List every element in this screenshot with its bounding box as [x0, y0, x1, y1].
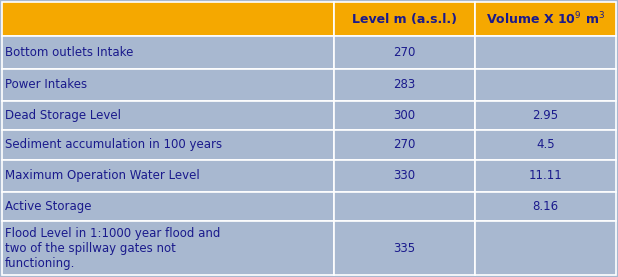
Bar [475, 221, 616, 275]
Text: Maximum Operation Water Level: Maximum Operation Water Level [5, 169, 200, 182]
Bar [334, 221, 475, 275]
Bar [475, 130, 616, 160]
Text: Volume X 10$^9$ m$^3$: Volume X 10$^9$ m$^3$ [486, 11, 605, 27]
Text: Level m (a.s.l.): Level m (a.s.l.) [352, 13, 457, 26]
Bar [334, 68, 475, 101]
Bar [475, 68, 616, 101]
Text: 8.16: 8.16 [532, 200, 559, 213]
Text: Bottom outlets Intake: Bottom outlets Intake [5, 46, 133, 59]
Bar [2, 192, 334, 221]
Bar [334, 101, 475, 130]
Text: Active Storage: Active Storage [5, 200, 91, 213]
Text: 2.95: 2.95 [532, 109, 559, 122]
Text: 11.11: 11.11 [528, 169, 562, 182]
Bar [2, 2, 334, 36]
Bar [2, 221, 334, 275]
Bar [475, 160, 616, 192]
Bar [2, 36, 334, 68]
Bar [334, 130, 475, 160]
Text: 335: 335 [393, 242, 415, 255]
Text: 270: 270 [393, 138, 415, 151]
Bar [334, 160, 475, 192]
Text: Power Intakes: Power Intakes [5, 78, 87, 91]
Bar [475, 192, 616, 221]
Text: 300: 300 [393, 109, 415, 122]
Text: Sediment accumulation in 100 years: Sediment accumulation in 100 years [5, 138, 222, 151]
Text: Dead Storage Level: Dead Storage Level [5, 109, 121, 122]
Bar [2, 68, 334, 101]
Bar [334, 2, 475, 36]
Bar [334, 36, 475, 68]
Bar [2, 101, 334, 130]
Bar [475, 101, 616, 130]
Bar [334, 192, 475, 221]
Bar [475, 2, 616, 36]
Text: 270: 270 [393, 46, 415, 59]
Text: Flood Level in 1:1000 year flood and
two of the spillway gates not
functioning.: Flood Level in 1:1000 year flood and two… [5, 227, 221, 270]
Text: 330: 330 [393, 169, 415, 182]
Text: 4.5: 4.5 [536, 138, 555, 151]
Bar [2, 160, 334, 192]
Bar [2, 130, 334, 160]
Bar [475, 36, 616, 68]
Text: 283: 283 [393, 78, 415, 91]
